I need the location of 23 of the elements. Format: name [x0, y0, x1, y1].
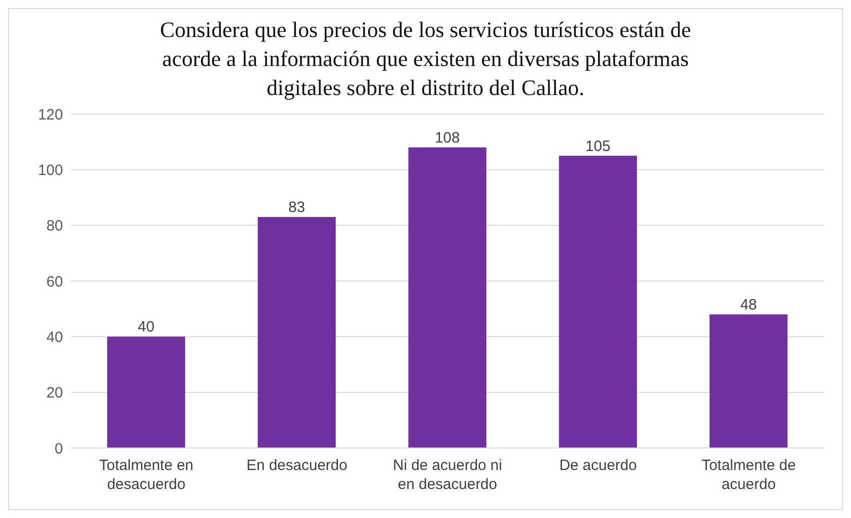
data-label: 40 [138, 318, 154, 336]
x-tick-label: De acuerdo [559, 457, 637, 474]
y-tick-label: 0 [54, 440, 63, 458]
y-tick-label: 100 [38, 162, 63, 179]
bar [408, 147, 486, 448]
bar [258, 216, 336, 448]
bar [710, 314, 788, 448]
data-label: 83 [288, 198, 306, 216]
data-label: 108 [434, 129, 460, 146]
bar [558, 156, 637, 448]
x-tick-label: Totalmente en desacuerdo [99, 457, 194, 493]
y-tick-label: 120 [38, 106, 63, 124]
y-tick-label: 40 [46, 328, 63, 346]
x-tick-label: En desacuerdo [246, 457, 348, 474]
x-tick-label: Ni de acuerdo ni en desacuerdo [392, 457, 502, 493]
chart-title: Considera que los precios de los servicios turísticos están de acorde a la información que existen en diversas plataformas digitales sobre el distrito del Callao. [159, 16, 692, 102]
y-tick-label: 20 [46, 384, 63, 402]
data-label: 105 [585, 138, 610, 155]
x-tick-label: Totalmente de acuerdo [702, 457, 796, 493]
data-label: 48 [740, 296, 757, 314]
bar [107, 336, 186, 448]
y-tick-label: 80 [46, 218, 63, 235]
y-tick-label: 60 [46, 273, 63, 290]
